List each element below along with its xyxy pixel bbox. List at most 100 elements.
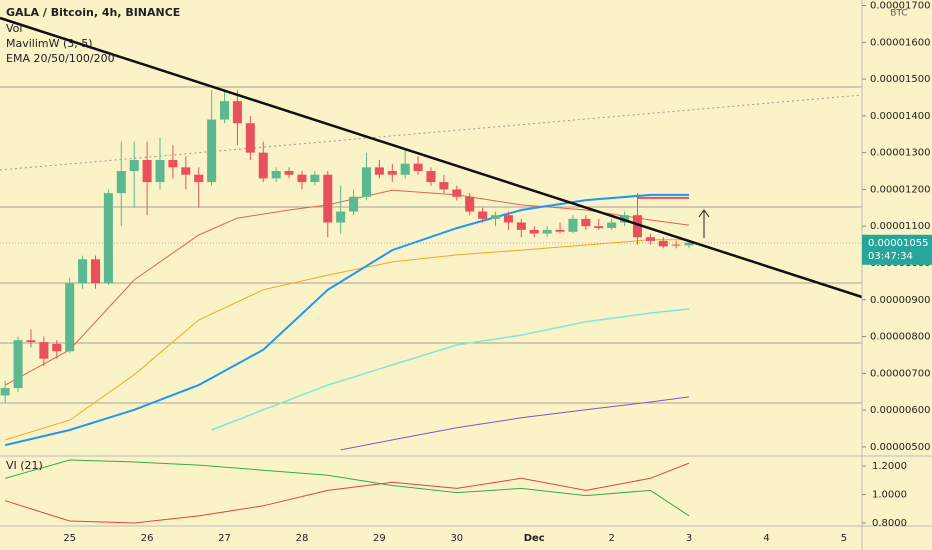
x-tick-label: 25 <box>63 533 76 544</box>
candle-body <box>439 182 449 190</box>
indicator-label: EMA 20/50/100/200 <box>6 52 115 65</box>
candle-body <box>349 196 359 212</box>
vi-line <box>5 462 690 524</box>
x-tick-label: 28 <box>296 533 309 544</box>
plot-area <box>0 86 863 404</box>
candle-body <box>632 215 642 238</box>
x-tick-label: 3 <box>686 533 692 544</box>
x-tick-label: 27 <box>218 533 231 544</box>
candle-body <box>478 211 488 219</box>
y-tick-label: 0.00000900 <box>870 295 930 306</box>
vi-tick-label: 1.2000 <box>872 461 907 472</box>
x-tick-label: 26 <box>141 533 154 544</box>
arrow <box>698 209 710 238</box>
last-price-label: 0.00001055 <box>868 238 928 249</box>
candle-body <box>78 259 88 284</box>
chart-title: GALA / Bitcoin, 4h, BINANCE <box>6 6 180 19</box>
indicator-label: Vol <box>6 22 22 35</box>
candle-body <box>581 218 591 227</box>
candle-body <box>65 283 75 352</box>
candle-body <box>116 171 126 194</box>
indicator-label: MavilimW (3, 5) <box>6 37 93 50</box>
candle-body <box>658 240 668 247</box>
y-tick-label: 0.00001300 <box>870 148 930 159</box>
candle-body <box>323 174 333 223</box>
legend: GALA / Bitcoin, 4h, BINANCE Vol MavilimW… <box>6 6 180 472</box>
candle-body <box>555 229 565 232</box>
x-tick-label: 30 <box>450 533 463 544</box>
trendline <box>0 16 863 299</box>
candle-body <box>361 167 371 197</box>
candle-body <box>645 237 655 241</box>
y-tick-label: 0.00001100 <box>870 221 930 232</box>
ema-line <box>5 239 690 441</box>
ema-line <box>211 308 690 431</box>
y-tick-label: 0.00001200 <box>870 184 930 195</box>
ema-line <box>340 396 690 451</box>
candle-body <box>194 174 204 183</box>
countdown-label: 03:47:34 <box>868 251 913 262</box>
candle-body <box>245 123 255 153</box>
vi-pane: 0.8000 1.0000 1.2000 <box>5 459 907 529</box>
candle-body <box>568 218 578 232</box>
last-price-box <box>862 234 932 265</box>
candle-body <box>284 171 294 175</box>
candle-body <box>13 340 23 389</box>
y-tick-label: 0.00001500 <box>870 74 930 85</box>
candle-body <box>516 222 526 230</box>
candle-body <box>607 222 617 229</box>
candle-body <box>503 215 513 223</box>
y-tick-label: 0.00001600 <box>870 37 930 48</box>
candle-body <box>671 244 681 246</box>
candle-body <box>542 229 552 234</box>
ema-line <box>4 193 690 447</box>
candle-body <box>684 242 694 246</box>
candle-body <box>26 340 36 343</box>
candle-body <box>310 174 320 183</box>
y-tick-label: 0.00000800 <box>870 332 930 343</box>
candle-body <box>374 167 384 175</box>
candle-body <box>258 152 268 179</box>
y-tick-label: 0.00000500 <box>870 442 930 453</box>
vi-title: VI (21) <box>6 459 43 472</box>
candle-body <box>155 160 165 183</box>
candle-body <box>271 171 281 179</box>
arrow-head <box>698 209 710 218</box>
candle-body <box>400 163 410 175</box>
candle-body <box>0 388 10 396</box>
y-tick-label: 0.00001400 <box>870 111 930 122</box>
candle-body <box>220 101 230 120</box>
y-tick-label: 0.00001700 <box>870 1 930 12</box>
dashed-trendline <box>0 94 863 171</box>
x-tick-label: 2 <box>608 533 614 544</box>
x-tick-label: 4 <box>763 533 769 544</box>
candle-body <box>103 193 113 284</box>
series-layer <box>4 189 690 451</box>
y-tick-label: 0.00000600 <box>870 405 930 416</box>
candle-body <box>129 160 139 172</box>
candle-body <box>413 163 423 172</box>
candle-body <box>297 174 307 183</box>
candle-body <box>426 171 436 183</box>
vi-tick-label: 1.0000 <box>872 490 907 501</box>
vi-line <box>5 459 690 517</box>
candle-body <box>452 189 462 197</box>
y-tick-label: 0.00000700 <box>870 368 930 379</box>
x-tick-label: Dec <box>524 533 545 544</box>
axis-layer: 0.00000500 0.00000600 0.00000700 0.00000800… <box>63 1 932 544</box>
candle-body <box>336 211 346 223</box>
candle-body <box>232 101 242 124</box>
candle-body <box>52 343 62 352</box>
x-tick-label: 5 <box>841 533 847 544</box>
vi-tick-label: 0.8000 <box>872 518 907 529</box>
candle-body <box>90 259 101 284</box>
candle-layer <box>0 90 694 403</box>
x-tick-label: 29 <box>373 533 386 544</box>
candle-body <box>142 160 152 183</box>
candle-body <box>594 226 604 229</box>
candle-body <box>207 119 217 183</box>
currency-label: BTC <box>890 9 907 19</box>
candle-body <box>465 196 475 212</box>
